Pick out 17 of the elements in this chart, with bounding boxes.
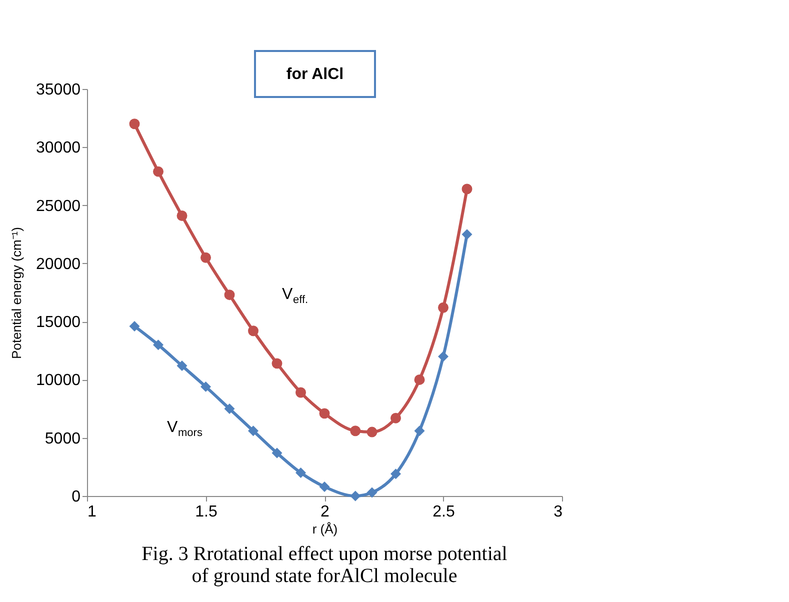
y-tick-label: 0: [72, 488, 81, 506]
y-tick-label: 15000: [36, 314, 81, 332]
text: for AlCl: [286, 66, 344, 83]
y-tick-label: 20000: [36, 256, 81, 273]
x-tick-label: 1: [88, 504, 96, 520]
x-tick-label: 2.5: [432, 504, 455, 520]
y-tick-label: 25000: [36, 198, 81, 215]
y-tick-label: 5000: [44, 430, 81, 448]
y-axis-title: Potential energy (cm⁻¹): [9, 227, 24, 359]
text: Fig. 3 Rrotational effect upon morse potential of ground state forAlCl molecule: [142, 543, 508, 587]
x-axis-title: r (Å): [312, 522, 338, 536]
y-tick-label: 30000: [36, 140, 81, 157]
x-tick-label: 1.5: [195, 504, 218, 520]
x-tick-label: 3: [554, 504, 563, 520]
y-tick-label: 35000: [36, 82, 81, 98]
y-tick-label: 10000: [36, 372, 81, 390]
x-tick-label: 2: [320, 504, 330, 520]
